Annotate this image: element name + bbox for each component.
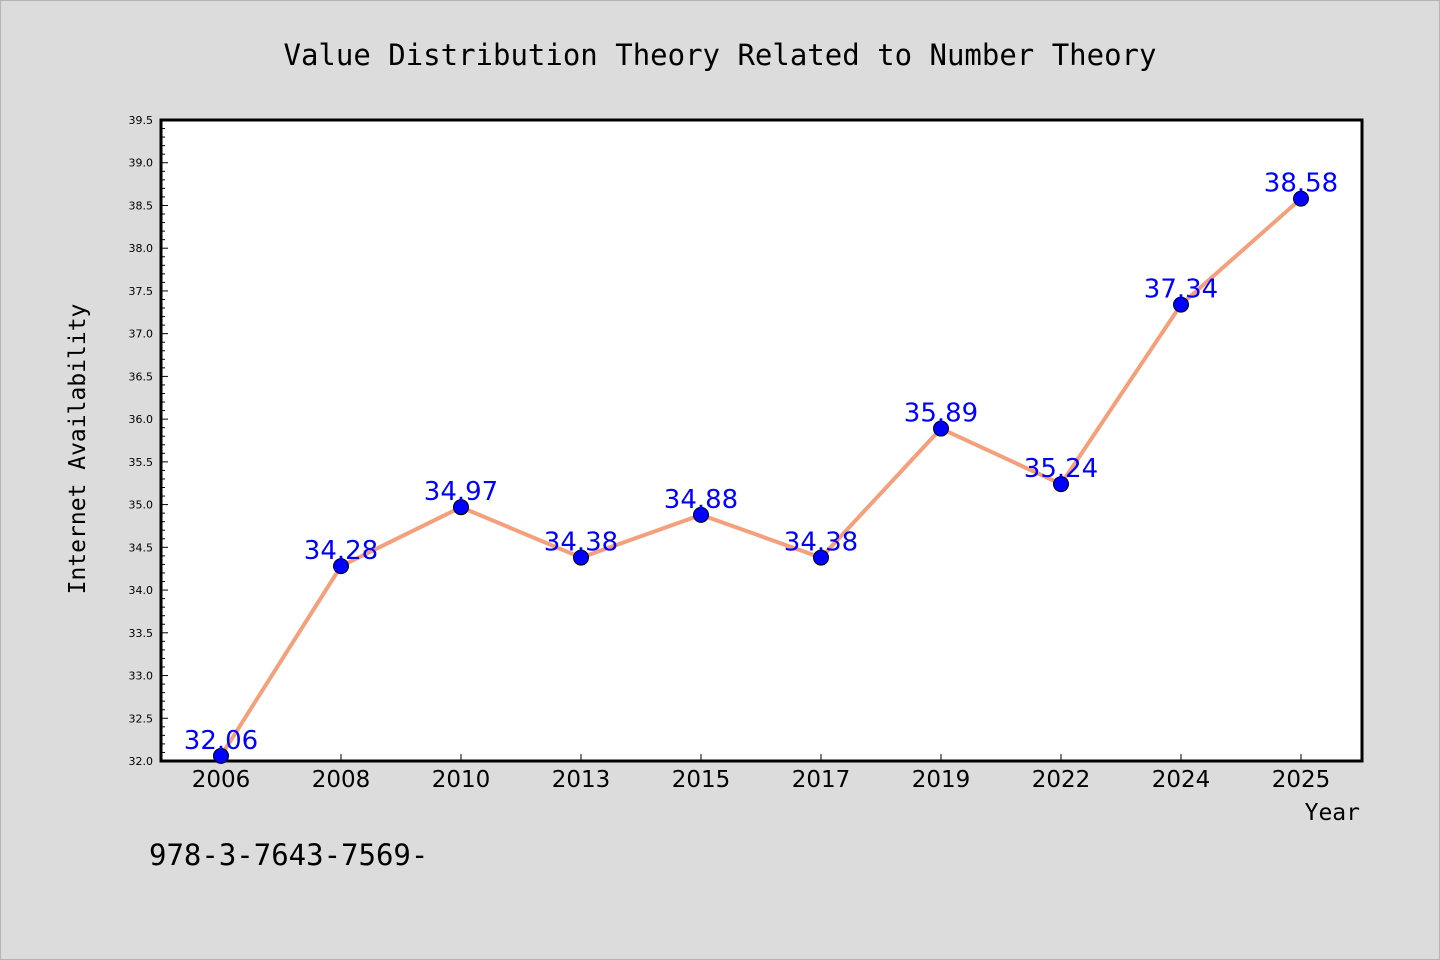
- y-tick-label: 36.0: [129, 413, 154, 426]
- data-label: 38.58: [1264, 169, 1338, 199]
- data-point: [213, 747, 229, 764]
- data-label: 35.24: [1024, 454, 1098, 484]
- y-tick-label: 33.5: [129, 627, 154, 640]
- y-tick-label: 34.5: [129, 541, 154, 554]
- y-tick-label: 38.5: [129, 199, 154, 212]
- data-markers: [213, 190, 1309, 764]
- footer-isbn-text: 978-3-7643-7569-: [149, 838, 428, 872]
- x-tick-label: 2013: [552, 767, 611, 793]
- series-line-group: [219, 197, 1303, 757]
- y-tick-label: 37.0: [129, 328, 154, 341]
- y-tick-label: 33.0: [129, 670, 154, 683]
- y-tick-label: 32.5: [129, 712, 154, 725]
- y-tick-label: 37.5: [129, 285, 154, 298]
- data-label: 34.88: [664, 485, 738, 515]
- chart-title: Value Distribution Theory Related to Num…: [284, 38, 1157, 72]
- y-axis-ticks: 32.0 32.5 33.0 33.5 34.0 34.5 35.0 35.5 36.0 36.5…: [129, 114, 168, 768]
- x-axis-label: Year: [1305, 800, 1360, 826]
- x-tick-label: 2024: [1152, 767, 1211, 793]
- data-point: [933, 420, 949, 437]
- data-point: [1293, 190, 1309, 207]
- x-tick-label: 2010: [432, 767, 491, 793]
- data-label: 34.28: [304, 536, 378, 566]
- x-tick-label: 2022: [1032, 767, 1091, 793]
- data-point: [573, 549, 589, 566]
- x-axis-ticks: 2006 2008 2010 2013 2015 2017 2019 2022 2024 2025: [192, 754, 1331, 793]
- data-point: [453, 499, 469, 516]
- x-tick-label: 2008: [312, 767, 371, 793]
- y-tick-label: 39.5: [129, 114, 154, 127]
- series-line: [219, 197, 1303, 757]
- x-tick-label: 2019: [912, 767, 971, 793]
- y-tick-label: 35.0: [129, 499, 154, 512]
- data-point: [813, 549, 829, 566]
- x-tick-label: 2006: [192, 767, 251, 793]
- data-point: [1173, 296, 1189, 313]
- data-label: 35.89: [904, 399, 978, 429]
- plot-area: [159, 118, 1364, 763]
- data-point: [1053, 476, 1069, 493]
- y-tick-label: 34.0: [129, 584, 154, 597]
- y-axis-label: Internet Availability: [65, 304, 91, 595]
- data-label: 34.38: [784, 528, 858, 558]
- x-tick-label: 2017: [792, 767, 851, 793]
- y-tick-label: 38.0: [129, 242, 154, 255]
- y-tick-label: 35.5: [129, 456, 154, 469]
- x-tick-label: 2015: [672, 767, 731, 793]
- data-labels: 32.06 34.28 34.97 34.38 34.88 34.38 35.89 35.24…: [184, 169, 1338, 756]
- data-label: 34.97: [424, 477, 498, 507]
- y-tick-label: 32.0: [129, 755, 154, 768]
- data-point: [693, 506, 709, 523]
- data-label: 34.38: [544, 528, 618, 558]
- y-tick-label: 39.0: [129, 157, 154, 170]
- x-tick-label: 2025: [1272, 767, 1331, 793]
- data-label: 32.06: [184, 726, 258, 756]
- y-tick-label: 36.5: [129, 370, 154, 383]
- data-label: 37.34: [1144, 275, 1218, 305]
- data-point: [333, 558, 349, 575]
